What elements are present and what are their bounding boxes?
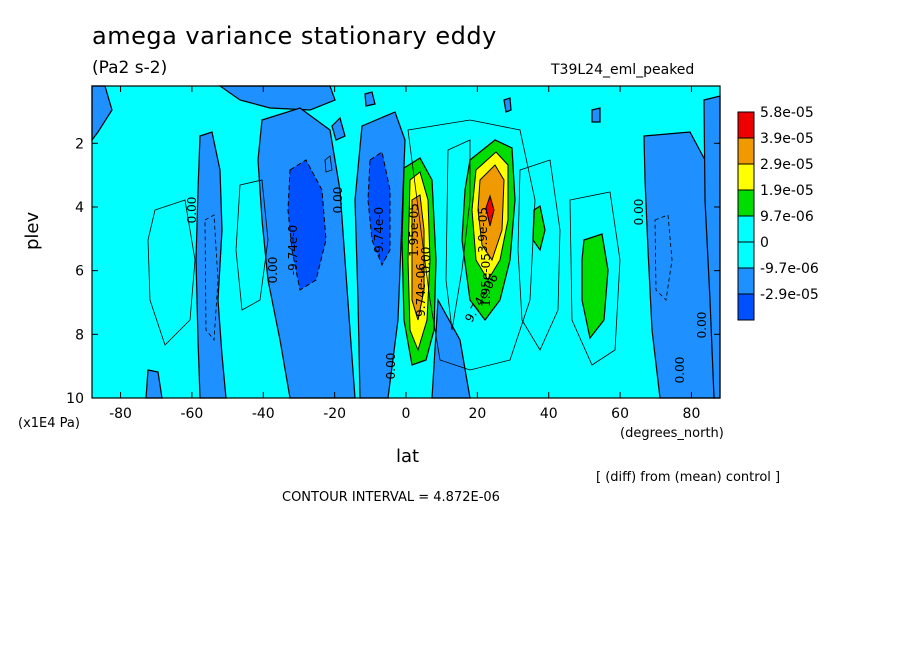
legend-swatch bbox=[737, 111, 755, 139]
x-tick-label: 60 bbox=[611, 406, 629, 422]
contour-line bbox=[517, 159, 561, 351]
legend-label: 0 bbox=[760, 235, 769, 251]
legend-swatch bbox=[737, 241, 755, 269]
legend-swatch bbox=[737, 215, 755, 243]
region-sh-band bbox=[195, 131, 227, 399]
contour-label: 0.00 bbox=[331, 187, 345, 214]
legend-label: 1.9e-05 bbox=[760, 183, 814, 199]
contour-label: 9.74e-06 bbox=[414, 263, 428, 317]
y-axis-ticks: 2 4 6 8 10 bbox=[66, 136, 720, 407]
region-small-2 bbox=[364, 91, 376, 107]
y-tick-label: 8 bbox=[75, 327, 84, 343]
x-axis-label: lat bbox=[396, 446, 420, 467]
green-nh-52 bbox=[581, 233, 609, 340]
contour-label: 1.95e-05 bbox=[407, 203, 421, 257]
x-tick-label: 20 bbox=[468, 406, 486, 422]
contour-interval: CONTOUR INTERVAL = 4.872E-06 bbox=[282, 490, 500, 505]
x-axis-ticks: -80 -60 -40 -20 0 20 40 60 80 bbox=[109, 86, 700, 422]
red-nh bbox=[485, 194, 495, 227]
chart-units: (Pa2 s-2) bbox=[92, 58, 168, 78]
contour-label: 0.00 bbox=[419, 247, 433, 274]
orange-eq bbox=[411, 194, 425, 321]
legend-swatch bbox=[737, 267, 755, 295]
core-regions bbox=[407, 151, 509, 352]
region-small-4 bbox=[591, 107, 601, 123]
contour-line bbox=[445, 139, 471, 331]
contour-line bbox=[204, 214, 219, 342]
legend-swatch bbox=[737, 163, 755, 191]
y-tick-label: 2 bbox=[75, 136, 84, 152]
legend-label: 5.8e-05 bbox=[760, 105, 814, 121]
contour-label: 1.95e-05 bbox=[479, 253, 493, 307]
x-tick-label: -20 bbox=[323, 406, 346, 422]
contour-label: 0.00 bbox=[632, 199, 646, 226]
contour-label: -9.74e-0 bbox=[372, 207, 386, 257]
contour-line bbox=[654, 214, 673, 301]
legend-label: -9.7e-06 bbox=[760, 261, 819, 277]
legend-swatch bbox=[737, 137, 755, 165]
x-tick-label: -40 bbox=[252, 406, 275, 422]
contour-label: 0.00 bbox=[384, 353, 398, 380]
contour-label: 0.00 bbox=[673, 357, 687, 384]
region-small-1 bbox=[331, 116, 346, 141]
region-small-3 bbox=[503, 97, 512, 113]
y-tick-label: 10 bbox=[66, 391, 84, 407]
y-axis-units: (x1E4 Pa) bbox=[18, 416, 80, 431]
y-tick-label: 4 bbox=[75, 200, 84, 216]
contour-line bbox=[569, 191, 621, 366]
strong-negative-regions bbox=[287, 151, 391, 291]
legend-label: 2.9e-05 bbox=[760, 157, 814, 173]
contour-label: 0.00 bbox=[266, 257, 280, 284]
deep-region-sh bbox=[287, 159, 327, 291]
contour-lines bbox=[147, 119, 673, 371]
run-name: T39L24_eml_peaked bbox=[551, 62, 695, 78]
legend-swatch bbox=[737, 293, 755, 321]
contour-line bbox=[235, 179, 269, 311]
x-tick-label: 0 bbox=[402, 406, 411, 422]
contour-line bbox=[407, 119, 536, 371]
legend-label: -2.9e-05 bbox=[760, 287, 819, 303]
contour-label: -9.74e-0 bbox=[286, 225, 300, 275]
y-tick-label: 6 bbox=[75, 264, 84, 280]
color-legend: 5.8e-05 3.9e-05 2.9e-05 1.9e-05 9.7e-06 0 -9.7… bbox=[737, 105, 819, 321]
contour-label: 0.00 bbox=[185, 197, 199, 224]
chart-title: amega variance stationary eddy bbox=[92, 22, 497, 50]
x-tick-label: -80 bbox=[109, 406, 132, 422]
x-tick-label: 80 bbox=[683, 406, 701, 422]
x-tick-label: 40 bbox=[540, 406, 558, 422]
contour-line bbox=[324, 155, 333, 173]
contour-label: 0.00 bbox=[695, 312, 709, 339]
x-tick-label: -60 bbox=[180, 406, 203, 422]
legend-label: 9.7e-06 bbox=[760, 209, 814, 225]
deep-region-eq bbox=[367, 151, 391, 267]
legend-swatch bbox=[737, 189, 755, 217]
contour-label: 3.9e-05 bbox=[476, 207, 490, 253]
legend-label: 3.9e-05 bbox=[760, 131, 814, 147]
x-axis-units: (degrees_north) bbox=[620, 426, 724, 441]
contour-line bbox=[147, 199, 196, 346]
diff-note: [ (diff) from (mean) control ] bbox=[596, 470, 781, 485]
